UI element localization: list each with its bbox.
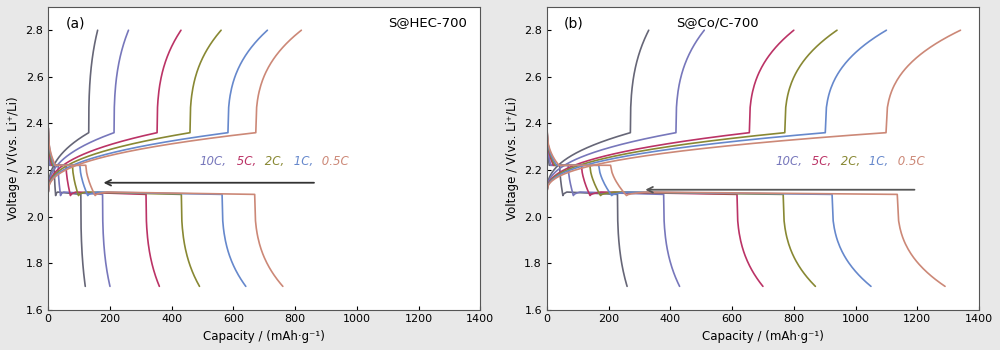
- Text: S@Co/C-700: S@Co/C-700: [676, 16, 759, 29]
- Text: S@HEC-700: S@HEC-700: [389, 16, 467, 29]
- Text: 0.5C: 0.5C: [894, 155, 925, 168]
- Text: 5C,: 5C,: [233, 155, 256, 168]
- Text: 10C,: 10C,: [775, 155, 802, 168]
- Text: 0.5C: 0.5C: [318, 155, 349, 168]
- X-axis label: Capacity / (mAh·g⁻¹): Capacity / (mAh·g⁻¹): [203, 330, 325, 343]
- Text: (a): (a): [66, 16, 85, 30]
- Text: 5C,: 5C,: [808, 155, 832, 168]
- Text: 2C,: 2C,: [837, 155, 860, 168]
- Y-axis label: Voltage / V(vs. Li⁺/Li): Voltage / V(vs. Li⁺/Li): [7, 97, 20, 220]
- Y-axis label: Voltage / V(vs. Li⁺/Li): Voltage / V(vs. Li⁺/Li): [506, 97, 519, 220]
- Text: 1C,: 1C,: [290, 155, 313, 168]
- Text: 10C,: 10C,: [199, 155, 226, 168]
- Text: 2C,: 2C,: [261, 155, 284, 168]
- X-axis label: Capacity / (mAh·g⁻¹): Capacity / (mAh·g⁻¹): [702, 330, 824, 343]
- Text: 1C,: 1C,: [865, 155, 889, 168]
- Text: (b): (b): [564, 16, 584, 30]
